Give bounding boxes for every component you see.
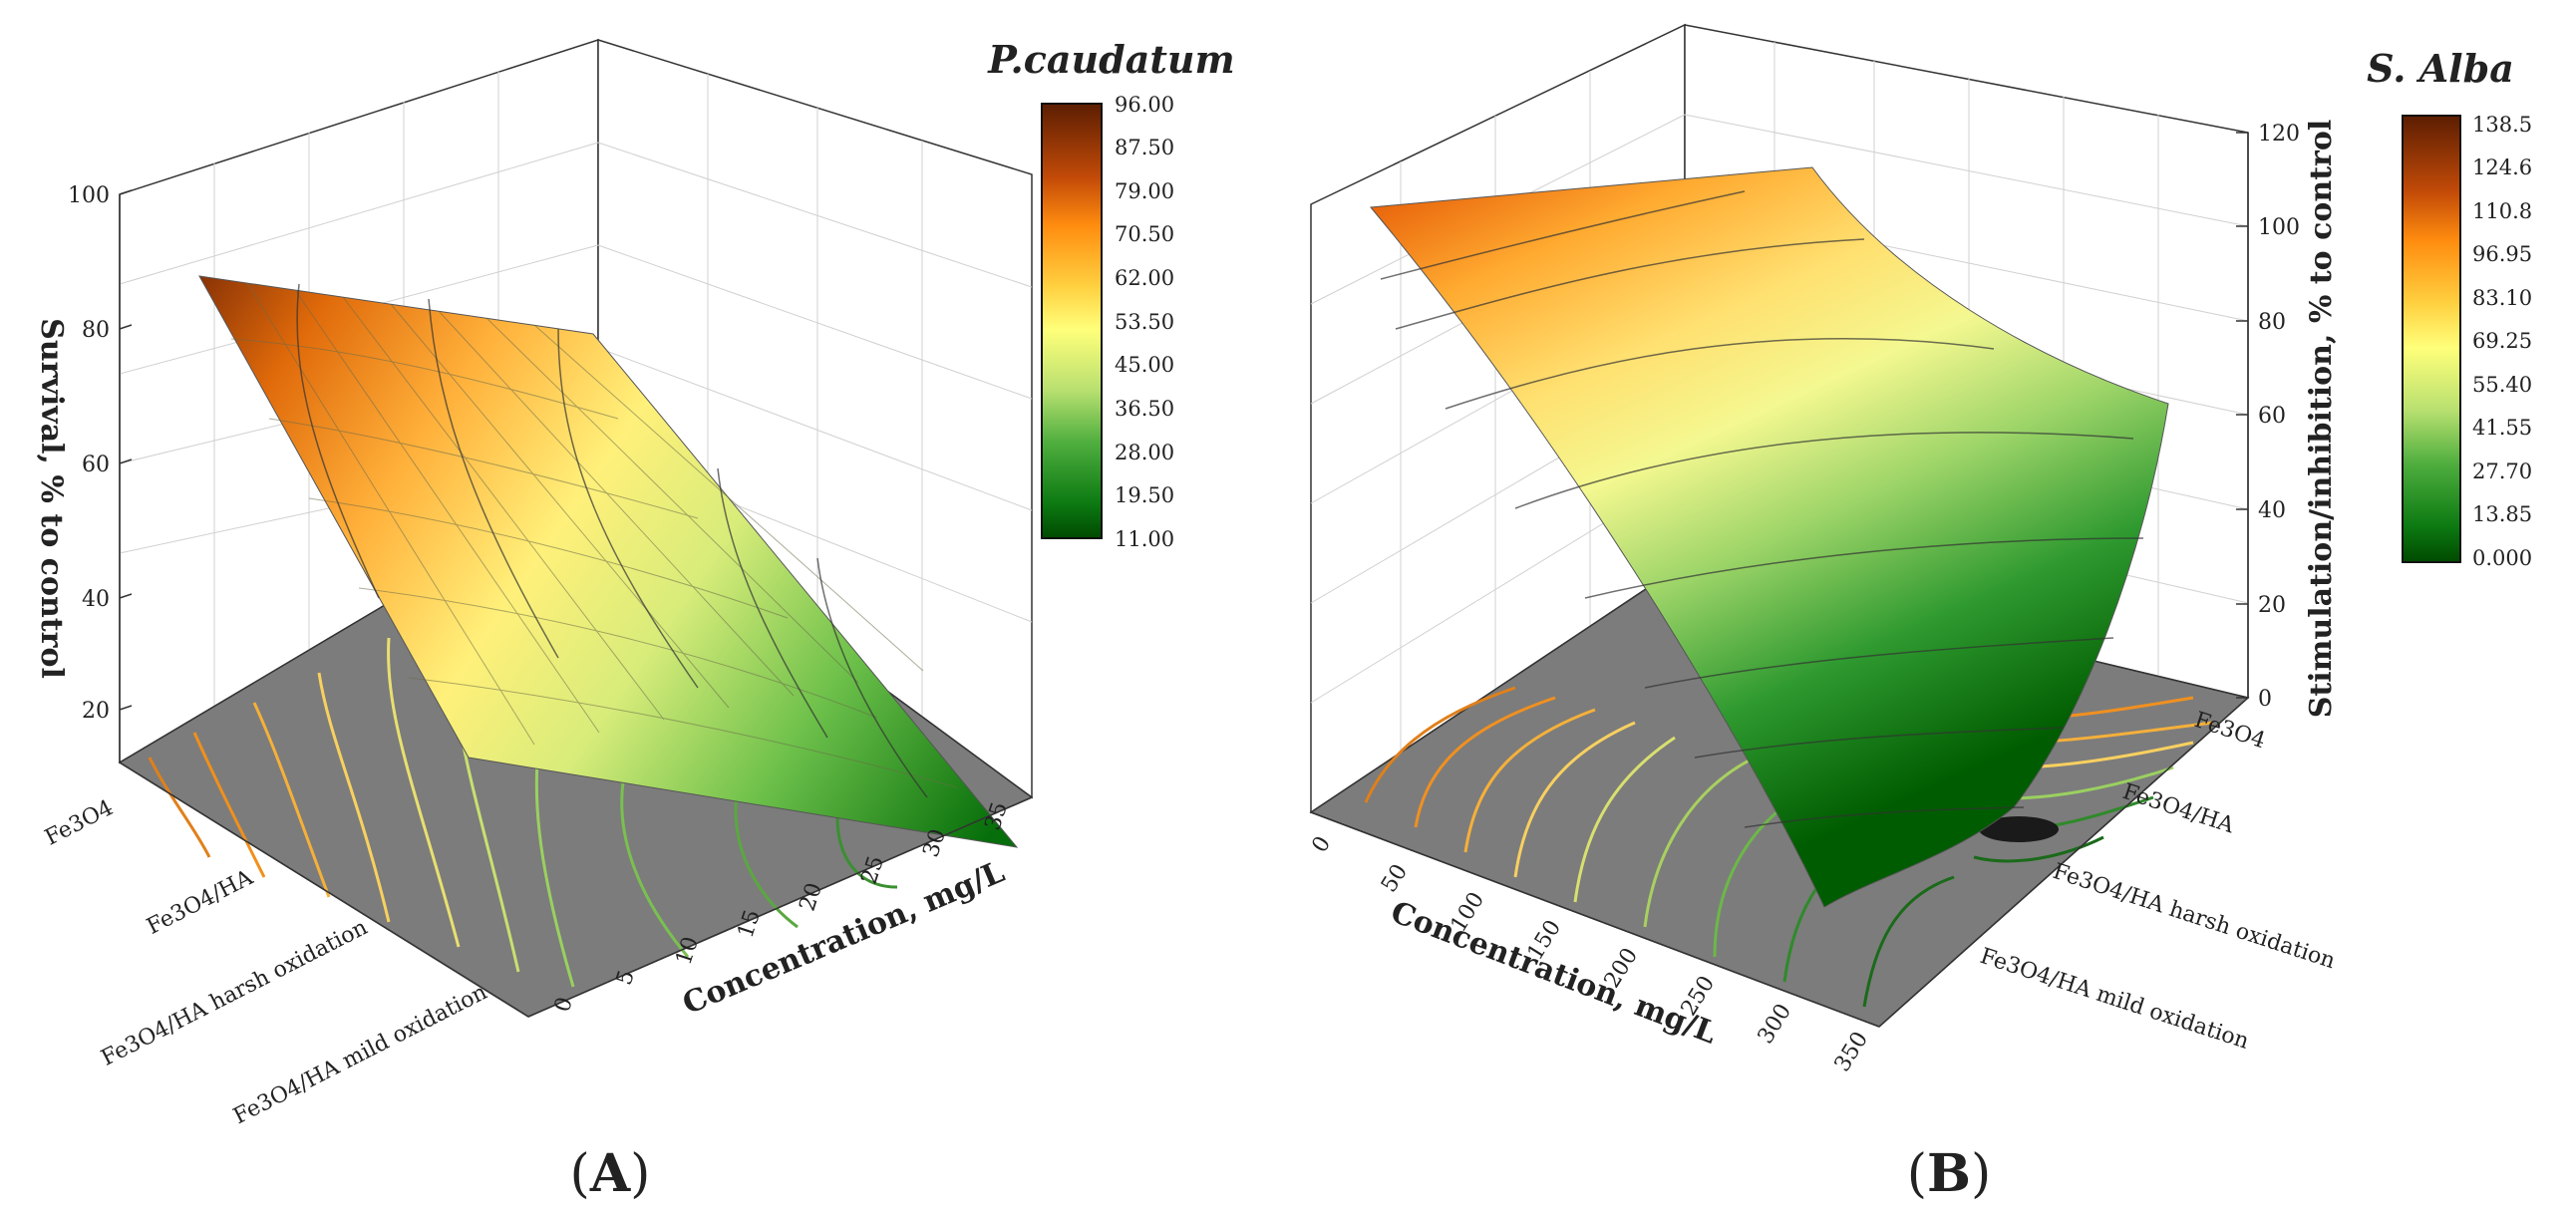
- panel-a-colorbar-label: 11.00: [1115, 527, 1174, 551]
- panel-a-surface-contours: [296, 283, 928, 798]
- panel-b-colorbar-label: 13.85: [2472, 502, 2532, 526]
- panel-a-label: (A): [570, 1143, 651, 1204]
- panel-a-colorbar-label: 62.00: [1115, 266, 1174, 290]
- panel-a-colorbar-label: 53.50: [1115, 310, 1174, 334]
- panel-a-colorbar: [1041, 103, 1103, 539]
- panel-b-z-tick: 60: [2258, 404, 2286, 429]
- panel-a-z-tick-labels: 100 80 60 40 20: [68, 183, 110, 724]
- panel-b-colorbar: [2402, 115, 2461, 563]
- panel-a-legend-title: P.caudatum: [987, 37, 1234, 82]
- panel-b-floor-minimum: [1979, 816, 2059, 842]
- panel-b-category-label: Fe3O4/HA: [2119, 779, 2238, 839]
- panel-a-colorbar-labels: 96.00 87.50 79.00 70.50 62.00 53.50 45.0…: [1115, 93, 1174, 551]
- panel-a-surface-mesh: [230, 282, 958, 788]
- panel-b-x-tick: 0: [1307, 832, 1336, 857]
- panel-b-x-tick: 300: [1754, 1000, 1796, 1049]
- panel-a-colorbar-label: 96.00: [1115, 93, 1174, 117]
- panel-b-z-tick: 0: [2258, 687, 2272, 712]
- panel-a-colorbar-label: 19.50: [1115, 483, 1174, 507]
- panel-a-category-label: Fe3O4/HA: [143, 865, 257, 940]
- panel-a-colorbar-label: 28.00: [1115, 441, 1174, 464]
- panel-b-colorbar-labels: 138.5 124.6 110.8 96.95 83.10 69.25 55.4…: [2472, 113, 2532, 570]
- panel-b-colorbar-label: 124.6: [2472, 155, 2532, 179]
- panel-a-colorbar-label: 87.50: [1115, 136, 1174, 159]
- panel-b-z-tick-labels: 0 20 40 60 80 100 120: [2258, 122, 2300, 712]
- panel-a-colorbar-label: 70.50: [1115, 222, 1174, 246]
- panel-b-surface-contours: [1380, 190, 2144, 828]
- panel-a: 100 80 60 40 20 Survival, % to control F…: [34, 37, 1235, 1204]
- panel-a-z-tick: 40: [82, 587, 110, 612]
- panel-b-colorbar-label: 0.000: [2472, 546, 2532, 570]
- panel-b-x-tick: 50: [1377, 860, 1413, 897]
- panel-b-colorbar-label: 110.8: [2472, 199, 2532, 223]
- panel-b-concentration-axis: [1310, 811, 1880, 1028]
- panel-b-colorbar-label: 27.70: [2472, 459, 2532, 483]
- panel-b-category-label: Fe3O4/HA mild oxidation: [1977, 944, 2252, 1055]
- panel-b-colorbar-label: 138.5: [2472, 113, 2532, 137]
- panel-a-z-tick: 80: [82, 318, 110, 343]
- panel-b-x-tick: 350: [1830, 1028, 1873, 1076]
- panel-b-colorbar-label: 69.25: [2472, 329, 2532, 353]
- panel-b-label: (B): [1907, 1143, 1992, 1204]
- panel-a-z-tick: 60: [82, 453, 110, 477]
- panel-b-z-tick: 120: [2258, 122, 2300, 147]
- panel-b-category-axis: [1878, 697, 2249, 1028]
- panel-b-colorbar-label: 83.10: [2472, 286, 2532, 310]
- panel-b-colorbar-label: 55.40: [2472, 373, 2532, 397]
- panel-a-z-tick: 20: [82, 699, 110, 724]
- panel-a-colorbar-label: 79.00: [1115, 179, 1174, 203]
- panel-a-concentration-axis: [527, 796, 1033, 1018]
- panel-b-z-tick: 40: [2258, 498, 2286, 523]
- panel-a-category-label: Fe3O4: [41, 795, 118, 850]
- panel-a-z-ticks: [119, 189, 133, 711]
- panel-b: 0 20 40 60 80 100 120 Stimulation/inhibi…: [1307, 23, 2532, 1204]
- panel-a-floor-contours: [148, 607, 898, 988]
- panel-a-z-axis-title: Survival, % to control: [34, 318, 69, 679]
- panel-b-colorbar-label: 96.95: [2472, 242, 2532, 266]
- panel-a-category-label: Fe3O4/HA harsh oxidation: [98, 915, 372, 1071]
- panel-b-category-label: Fe3O4/HA harsh oxidation: [2050, 859, 2338, 974]
- panel-a-colorbar-label: 45.00: [1115, 353, 1174, 377]
- panel-b-legend-title: S. Alba: [2367, 46, 2514, 91]
- panel-a-colorbar-label: 36.50: [1115, 397, 1174, 421]
- panel-b-z-tick: 100: [2258, 215, 2300, 240]
- panel-a-z-tick: 100: [68, 183, 110, 208]
- panel-a-category-label: Fe3O4/HA mild oxidation: [229, 980, 490, 1129]
- panel-b-z-axis-title: Stimulation/inhibition, % to control: [2304, 120, 2339, 719]
- panel-b-z-ticks: [2236, 132, 2248, 699]
- panel-a-category-axis: [119, 761, 529, 1018]
- panel-b-colorbar-label: 41.55: [2472, 416, 2532, 440]
- panel-b-z-tick: 80: [2258, 310, 2286, 335]
- panel-b-z-tick: 20: [2258, 593, 2286, 618]
